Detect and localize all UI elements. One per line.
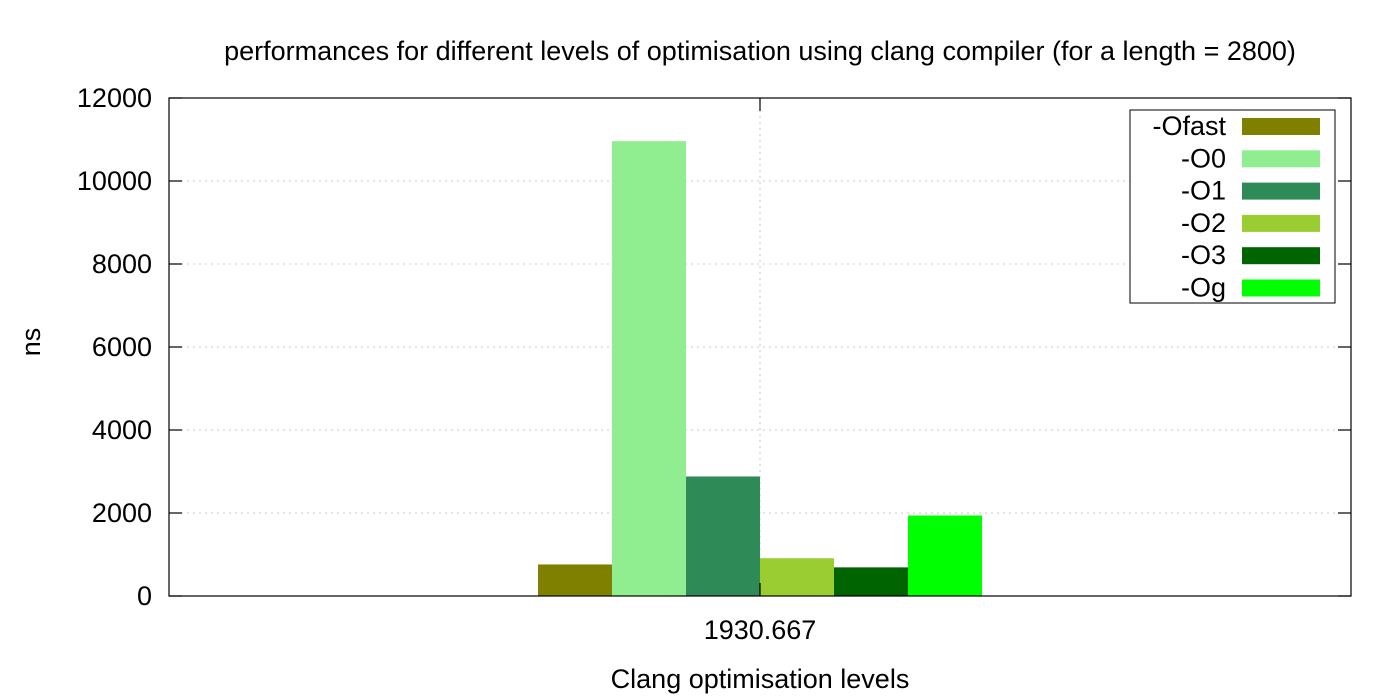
bar-o2: [760, 558, 834, 596]
legend: -Ofast-O0-O1-O2-O3-Og: [1129, 109, 1336, 304]
legend-label: -Og: [1181, 273, 1226, 303]
legend-swatch: [1242, 118, 1320, 135]
legend-swatch: [1242, 182, 1320, 200]
y-tick-label: 8000: [92, 249, 152, 279]
legend-label: -O1: [1181, 176, 1226, 206]
legend-swatch: [1242, 247, 1320, 265]
y-tick-label: 12000: [77, 83, 152, 113]
legend-swatch: [1242, 214, 1320, 232]
y-tick-label: 4000: [92, 415, 152, 445]
legend-box: [1129, 109, 1336, 304]
y-tick-label: 2000: [92, 498, 152, 528]
legend-swatch: [1242, 150, 1320, 168]
bar-ofast: [538, 564, 612, 596]
bar-o1: [686, 476, 760, 596]
bar-o0: [612, 141, 686, 596]
legend-label: -O2: [1181, 208, 1226, 238]
y-tick-label: 6000: [92, 332, 152, 362]
legend-swatch: [1242, 279, 1320, 297]
x-axis-label: Clang optimisation levels: [611, 664, 910, 694]
y-tick-label: 0: [137, 581, 152, 611]
y-axis-label: ns: [16, 328, 46, 357]
legend-label: -Ofast: [1152, 111, 1226, 141]
legend-label: -O3: [1181, 240, 1226, 270]
y-tick-label: 10000: [77, 166, 152, 196]
x-axis-ticks: 1930.667: [704, 98, 817, 645]
chart-title: performances for different levels of opt…: [224, 36, 1296, 66]
legend-label: -O0: [1181, 143, 1226, 173]
x-tick-label: 1930.667: [704, 615, 817, 645]
bar-og: [908, 515, 982, 596]
y-axis-ticks: 0 2000 4000 6000 8000 10000 12000: [77, 83, 1351, 611]
bars: [538, 141, 982, 596]
bar-o3: [834, 567, 908, 596]
